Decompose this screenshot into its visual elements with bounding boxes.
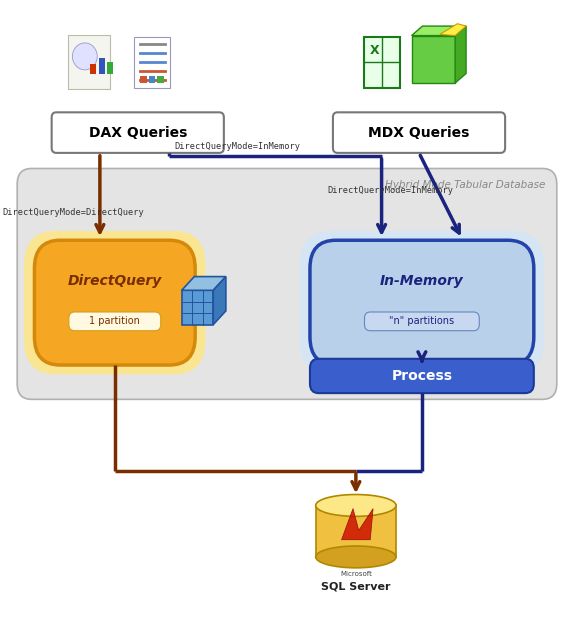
Text: 1 partition: 1 partition: [90, 316, 140, 326]
Text: In-Memory: In-Memory: [380, 274, 464, 288]
Text: "n" partitions: "n" partitions: [389, 316, 455, 326]
Text: DAX Queries: DAX Queries: [88, 125, 187, 140]
FancyBboxPatch shape: [364, 37, 400, 88]
Text: DirectQueryMode=InMemory: DirectQueryMode=InMemory: [174, 142, 301, 151]
FancyBboxPatch shape: [364, 312, 479, 331]
Circle shape: [72, 43, 97, 70]
FancyBboxPatch shape: [99, 58, 104, 74]
Ellipse shape: [316, 494, 396, 517]
FancyBboxPatch shape: [157, 76, 164, 84]
Text: Hybrid Mode Tabular Database: Hybrid Mode Tabular Database: [385, 180, 545, 190]
FancyBboxPatch shape: [107, 62, 113, 74]
FancyBboxPatch shape: [139, 76, 146, 84]
FancyBboxPatch shape: [52, 112, 224, 153]
Text: DirectQueryMode=InMemory: DirectQueryMode=InMemory: [327, 186, 453, 195]
FancyBboxPatch shape: [68, 36, 110, 89]
FancyBboxPatch shape: [310, 359, 534, 393]
Text: MDX Queries: MDX Queries: [369, 125, 470, 140]
Text: SQL Server: SQL Server: [321, 582, 391, 592]
FancyBboxPatch shape: [24, 231, 205, 374]
Ellipse shape: [316, 546, 396, 568]
Text: DirectQuery: DirectQuery: [68, 274, 162, 288]
Polygon shape: [412, 26, 466, 36]
Polygon shape: [412, 36, 455, 83]
FancyBboxPatch shape: [310, 240, 534, 365]
Polygon shape: [181, 276, 226, 290]
Text: DirectQueryMode=DirectQuery: DirectQueryMode=DirectQuery: [3, 208, 145, 217]
Polygon shape: [455, 26, 466, 83]
Text: Microsoft: Microsoft: [340, 571, 372, 577]
FancyBboxPatch shape: [300, 231, 544, 374]
Text: X: X: [370, 44, 379, 57]
FancyBboxPatch shape: [69, 312, 161, 331]
FancyBboxPatch shape: [34, 240, 195, 365]
FancyBboxPatch shape: [134, 37, 170, 88]
Polygon shape: [342, 509, 373, 540]
Polygon shape: [440, 24, 466, 36]
Polygon shape: [214, 276, 226, 324]
FancyBboxPatch shape: [149, 76, 156, 84]
FancyBboxPatch shape: [90, 64, 96, 74]
Polygon shape: [316, 505, 396, 557]
FancyBboxPatch shape: [17, 168, 557, 399]
Polygon shape: [181, 290, 214, 324]
FancyBboxPatch shape: [333, 112, 505, 153]
Text: Process: Process: [391, 369, 452, 383]
